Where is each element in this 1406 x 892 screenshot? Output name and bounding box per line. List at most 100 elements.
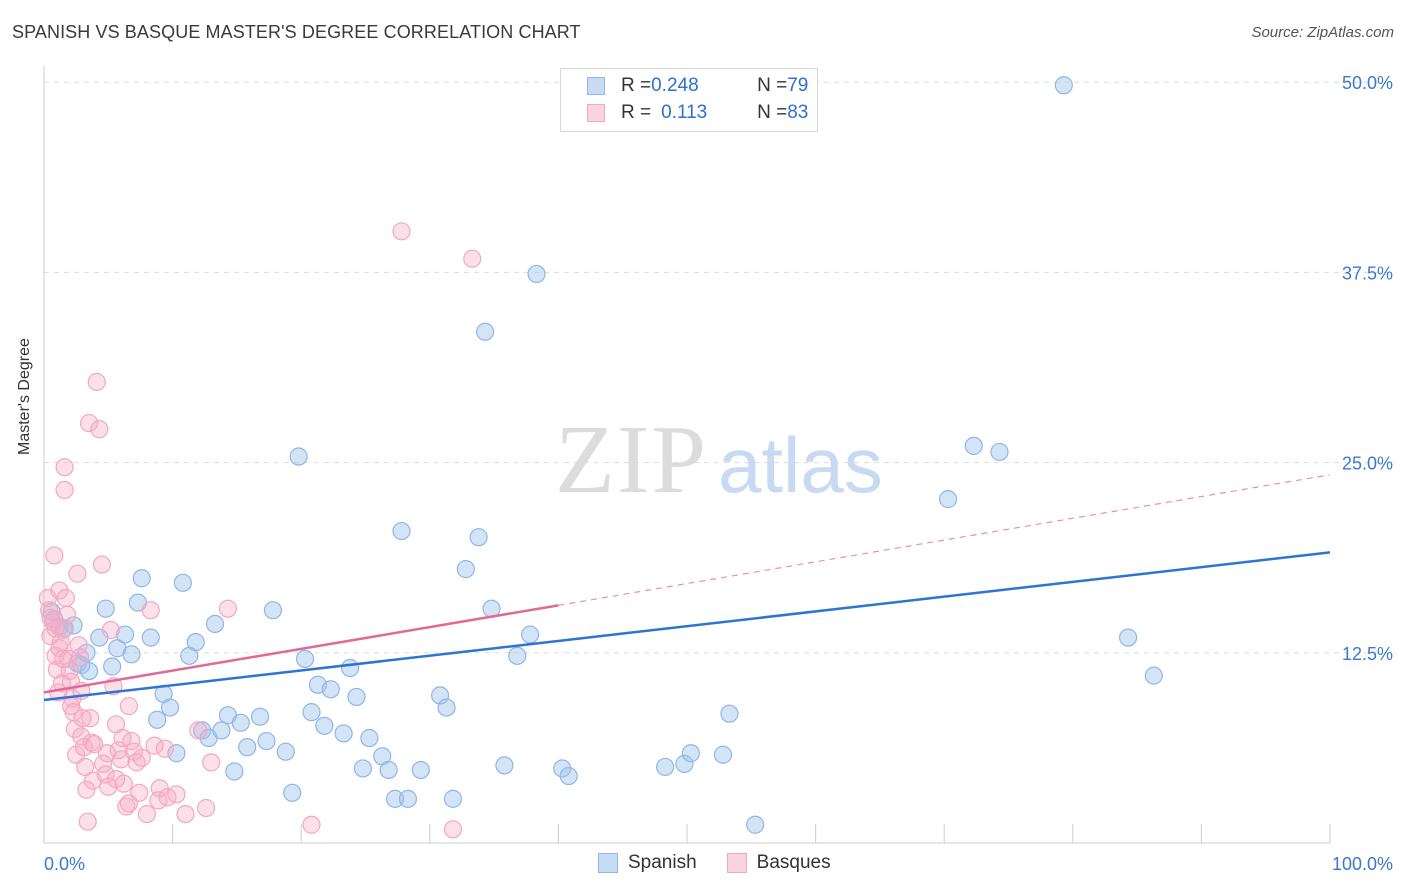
point-basques — [87, 372, 106, 392]
point-basques — [132, 748, 151, 767]
point-basques — [196, 798, 216, 818]
stats-row-spanish: R = 0.248 N = 79 — [587, 73, 808, 99]
point-basques — [81, 709, 100, 728]
point-basques — [54, 620, 73, 640]
legend-item-spanish[interactable]: Spanish — [598, 852, 697, 874]
point-spanish — [257, 731, 276, 751]
point-basques — [90, 420, 109, 439]
point-basques — [145, 736, 164, 755]
point-spanish — [713, 745, 733, 764]
spanish-swatch — [587, 77, 605, 95]
point-spanish — [334, 724, 353, 743]
legend-item-basques[interactable]: Basques — [726, 852, 831, 874]
point-basques — [167, 785, 186, 804]
trend-lines — [43, 474, 1331, 702]
n-value: 83 — [787, 102, 809, 123]
point-basques — [58, 605, 77, 624]
point-basques — [54, 649, 73, 668]
point-basques — [119, 794, 138, 813]
point-spanish — [263, 601, 283, 620]
series-legend: Spanish Basques — [598, 852, 861, 874]
watermark: ZIP atlas — [555, 406, 883, 514]
tick-labels: 12.5% 25.0% 37.5% 50.0% 0.0% 100.0% — [44, 73, 1393, 874]
point-basques — [50, 581, 69, 600]
point-basques — [41, 608, 60, 627]
watermark-zip: ZIP — [555, 406, 708, 514]
point-spanish — [295, 649, 315, 668]
point-spanish — [456, 560, 475, 579]
point-basques — [137, 804, 156, 824]
point-spanish — [938, 490, 958, 509]
basques-swatch — [587, 104, 605, 122]
point-basques — [70, 648, 90, 667]
point-basques — [141, 601, 160, 620]
point-basques — [392, 222, 411, 241]
point-spanish — [238, 738, 257, 757]
point-spanish — [340, 658, 360, 678]
point-basques — [45, 546, 64, 565]
point-spanish — [289, 447, 308, 466]
y-tick-label: 50.0% — [1342, 73, 1393, 93]
point-spanish — [122, 645, 141, 664]
chart-title: SPANISH VS BASQUE MASTER'S DEGREE CORREL… — [12, 22, 581, 42]
point-basques — [106, 769, 126, 789]
point-spanish — [173, 573, 192, 592]
point-spanish — [559, 766, 578, 786]
point-spanish — [1118, 628, 1138, 647]
point-basques — [189, 721, 208, 740]
point-spanish — [283, 783, 302, 802]
point-spanish — [527, 264, 546, 284]
point-spanish — [96, 599, 115, 618]
point-basques — [218, 599, 237, 618]
point-spanish — [115, 625, 135, 644]
point-spanish — [193, 721, 212, 740]
point-spanish — [437, 698, 456, 717]
point-basques — [92, 555, 111, 574]
point-spanish — [495, 756, 514, 775]
point-spanish — [103, 657, 122, 676]
stats-legend: R = 0.248 N = 79 R = 0.113 N = 83 — [560, 68, 818, 132]
point-spanish — [231, 713, 250, 732]
point-basques — [68, 564, 87, 583]
point-basques — [85, 734, 104, 754]
point-basques — [79, 413, 99, 433]
point-spanish — [1054, 76, 1073, 95]
point-basques — [202, 753, 221, 772]
point-spanish — [225, 762, 244, 781]
r-value: 0.113 — [661, 102, 708, 123]
point-spanish — [411, 760, 430, 780]
point-spanish — [212, 721, 231, 740]
point-spanish — [347, 687, 366, 707]
n-value: 79 — [787, 75, 809, 96]
r-label: R = — [621, 75, 652, 96]
point-spanish — [675, 754, 694, 773]
point-basques — [149, 791, 168, 810]
point-spanish — [205, 614, 225, 633]
stats-row-basques: R = 0.113 N = 83 — [587, 100, 808, 126]
point-spanish — [167, 744, 186, 763]
point-basques — [61, 696, 81, 716]
point-basques — [73, 709, 92, 728]
point-basques — [55, 458, 74, 477]
point-spanish — [475, 322, 495, 341]
watermark-atlas: atlas — [718, 421, 883, 509]
basques-legend-swatch — [726, 853, 747, 873]
trend-line-basques — [43, 604, 559, 694]
point-spanish — [746, 815, 765, 834]
point-spanish — [553, 759, 572, 778]
point-basques — [119, 696, 138, 716]
point-spanish — [79, 661, 99, 681]
point-spanish — [508, 646, 527, 665]
point-spanish — [385, 789, 405, 808]
point-spanish — [250, 707, 270, 726]
y-tick-label: 37.5% — [1342, 263, 1393, 283]
point-spanish — [64, 616, 83, 635]
legend-label-spanish: Spanish — [628, 852, 697, 873]
point-spanish — [990, 442, 1009, 462]
point-basques — [76, 757, 95, 777]
axes — [43, 66, 1331, 844]
point-basques — [113, 728, 132, 748]
point-spanish — [1144, 666, 1163, 685]
point-spanish — [276, 742, 295, 761]
point-spanish — [443, 789, 463, 808]
